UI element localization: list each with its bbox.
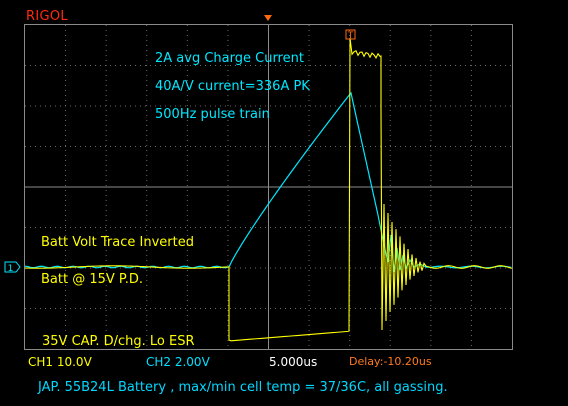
ch1-ground-marker-icon[interactable]: 1 [4, 261, 21, 274]
annotation-batt-volt-inverted: Batt Volt Trace Inverted [41, 235, 194, 250]
ch1-voltage-trace [24, 37, 513, 342]
ch1-ground-label: 1 [8, 264, 14, 274]
timebase-readout[interactable]: 5.000us [269, 355, 318, 369]
annotation-pulse-train: 500Hz pulse train [155, 107, 270, 122]
annotation-cap-discharge: 35V CAP. D/chg. Lo ESR [42, 334, 195, 349]
ch2-current-trace [24, 91, 512, 273]
trigger-position-icon[interactable] [264, 15, 272, 21]
ch1-scale-readout[interactable]: CH1 10.0V [28, 355, 92, 369]
ch2-trace-line [24, 91, 512, 273]
graticule-frame [24, 24, 513, 350]
svg-text:T: T [347, 31, 354, 41]
annotation-batt-pd: Batt @ 15V P.D. [41, 272, 144, 287]
graticule-grid [25, 25, 512, 349]
delay-readout[interactable]: Delay:-10.20us [349, 355, 432, 368]
brand-logo: RIGOL [26, 9, 68, 24]
ch2-scale-readout[interactable]: CH2 2.00V [146, 355, 210, 369]
trigger-marker-icon[interactable]: T [345, 29, 356, 41]
annotation-charge-current: 2A avg Charge Current [155, 51, 304, 66]
annotation-current-scale: 40A/V current=336A PK [155, 79, 310, 94]
ch1-trace-line [24, 37, 513, 342]
footer-caption: JAP. 55B24L Battery , max/min cell temp … [38, 380, 448, 395]
